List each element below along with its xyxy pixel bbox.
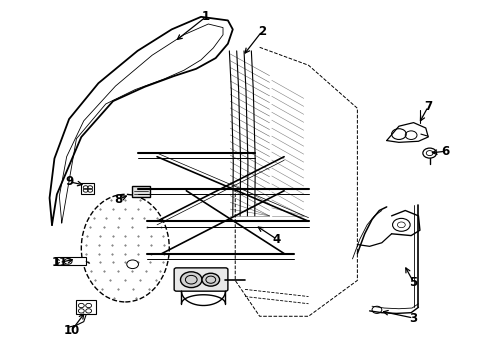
Text: 11: 11: [51, 256, 68, 269]
Bar: [76, 300, 96, 315]
Text: 4: 4: [272, 233, 281, 246]
Circle shape: [180, 272, 202, 288]
Text: 2: 2: [258, 25, 266, 38]
Text: 10: 10: [63, 324, 80, 337]
Bar: [57, 257, 86, 265]
Text: 1: 1: [202, 10, 210, 23]
Text: 7: 7: [424, 100, 432, 113]
Text: 9: 9: [65, 175, 73, 188]
Bar: [81, 183, 94, 194]
Text: 6: 6: [441, 145, 449, 158]
FancyBboxPatch shape: [174, 268, 228, 291]
Text: 5: 5: [410, 276, 417, 289]
Text: 3: 3: [410, 311, 417, 325]
Circle shape: [202, 273, 220, 286]
Text: 8: 8: [114, 193, 122, 206]
Bar: [132, 186, 150, 197]
